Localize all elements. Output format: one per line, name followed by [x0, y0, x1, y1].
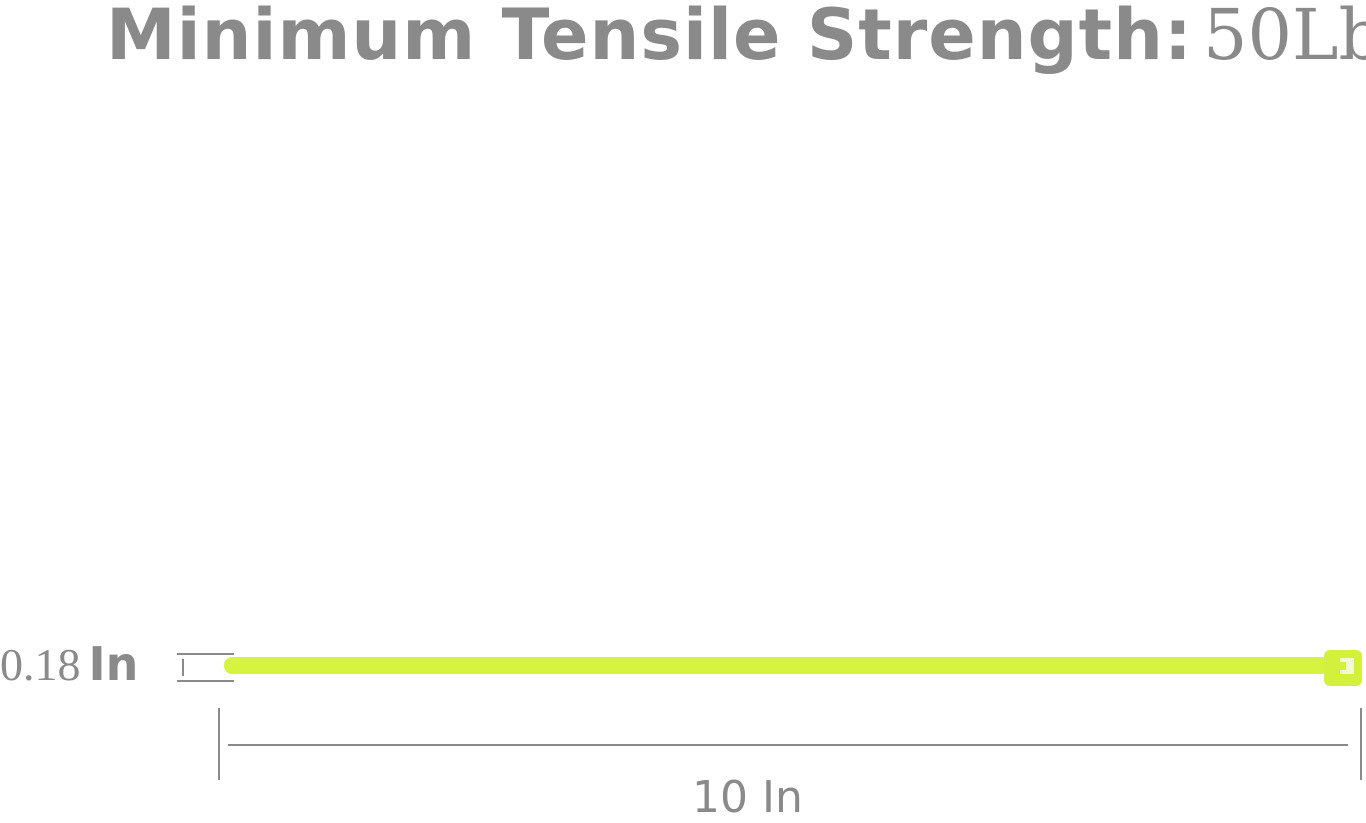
- width-label: 0.18 In: [0, 637, 138, 691]
- length-label: 10 In: [692, 772, 803, 823]
- product-title: Minimum Tensile Strength:50Lbs: [106, 0, 1366, 76]
- length-dimension-marker: [218, 708, 1362, 780]
- cable-tie: [224, 650, 1362, 686]
- width-unit: In: [88, 637, 139, 691]
- width-dimension-marker: [177, 653, 234, 682]
- title-value: 50Lbs: [1202, 0, 1366, 76]
- width-value: 0.18: [0, 639, 81, 690]
- title-label: Minimum Tensile Strength:: [106, 0, 1193, 76]
